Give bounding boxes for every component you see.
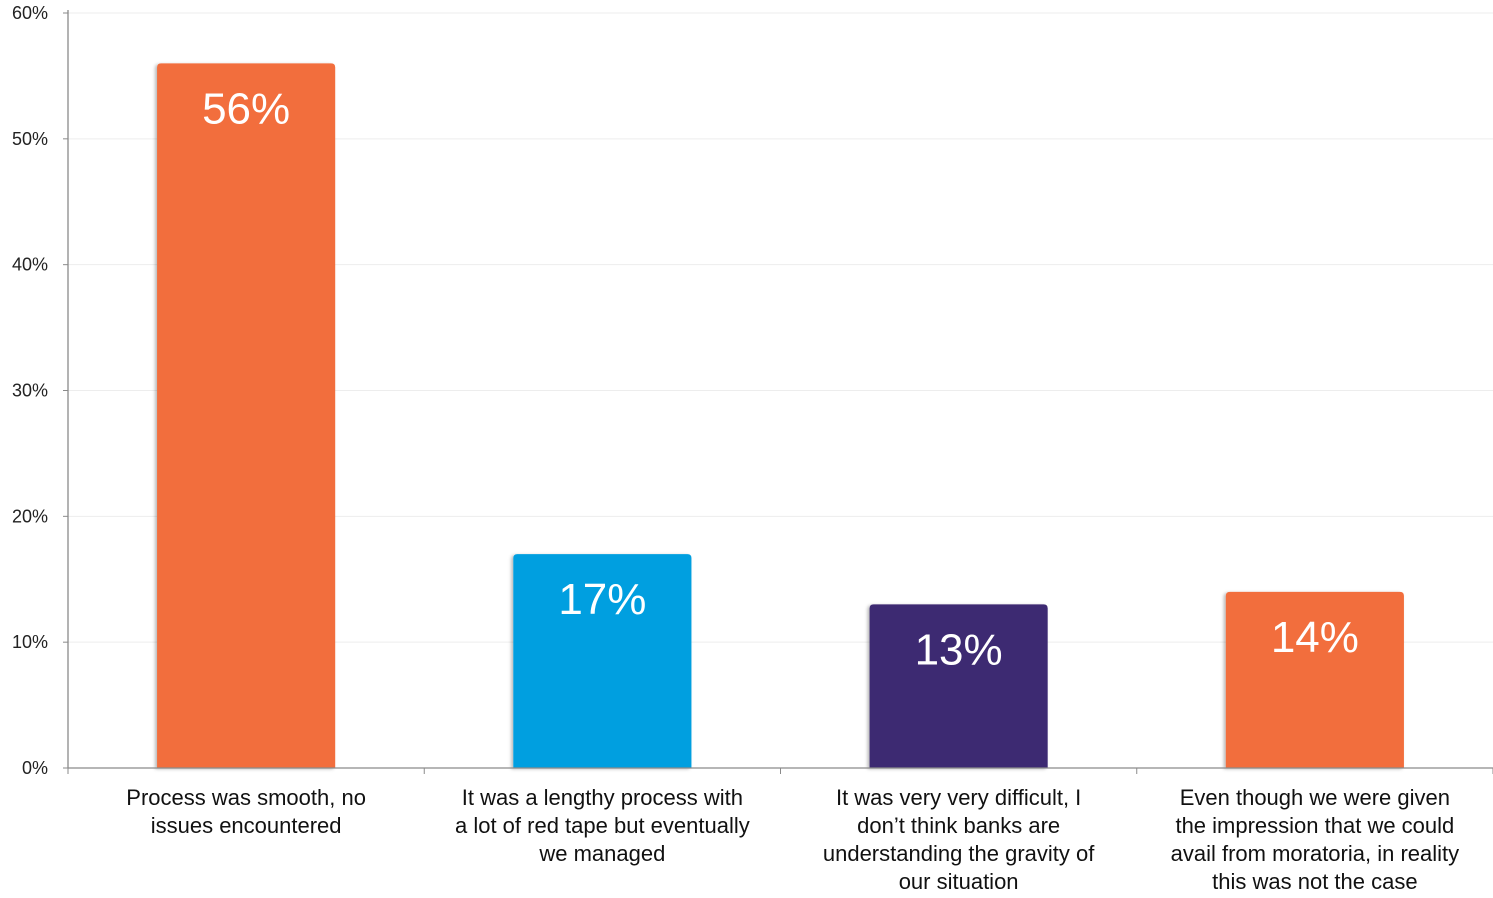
y-tick-label: 60%: [12, 3, 48, 23]
category-label-line: issues encountered: [151, 813, 342, 838]
y-tick-label: 0%: [22, 758, 48, 778]
category-label-line: the impression that we could: [1175, 813, 1454, 838]
category-label-line: avail from moratoria, in reality: [1171, 841, 1460, 866]
category-label-line: a lot of red tape but eventually: [455, 813, 750, 838]
y-tick-label: 40%: [12, 255, 48, 275]
bar-value-label: 13%: [915, 625, 1003, 674]
bars: [157, 63, 1404, 769]
category-label-line: Even though we were given: [1180, 785, 1450, 810]
category-label: Even though we were given the impression …: [1171, 785, 1460, 893]
bar-value-label: 56%: [202, 84, 290, 133]
bar: [513, 554, 692, 768]
category-label: It was very very difficult, I don’t think…: [823, 785, 1095, 893]
axes: [63, 10, 1493, 774]
category-label-line: It was very very difficult, I: [836, 785, 1081, 810]
bar-value-label: 17%: [558, 575, 646, 624]
y-tick-label: 20%: [12, 506, 48, 526]
category-label: Process was smooth, no issues encountered: [126, 785, 366, 838]
category-label-line: Process was smooth, no: [126, 785, 366, 810]
bar: [157, 63, 336, 769]
category-label-line: this was not the case: [1212, 869, 1417, 893]
y-tick-label: 10%: [12, 632, 48, 652]
category-label-line: It was a lengthy process with: [462, 785, 743, 810]
y-tick-label: 50%: [12, 129, 48, 149]
bar: [1225, 591, 1404, 768]
y-tick-label: 30%: [12, 381, 48, 401]
category-label-line: our situation: [899, 869, 1019, 893]
bar-value-label: 14%: [1271, 613, 1359, 662]
category-label-line: we managed: [538, 841, 665, 866]
category-label: It was a lengthy process with a lot of re…: [455, 785, 750, 866]
labels: 0% 10% 20% 30% 40% 50% 60% 56% Process was smoot…: [12, 3, 1460, 894]
bar: [869, 604, 1048, 768]
category-label-line: don’t think banks are: [857, 813, 1060, 838]
category-label-line: understanding the gravity of: [823, 841, 1095, 866]
